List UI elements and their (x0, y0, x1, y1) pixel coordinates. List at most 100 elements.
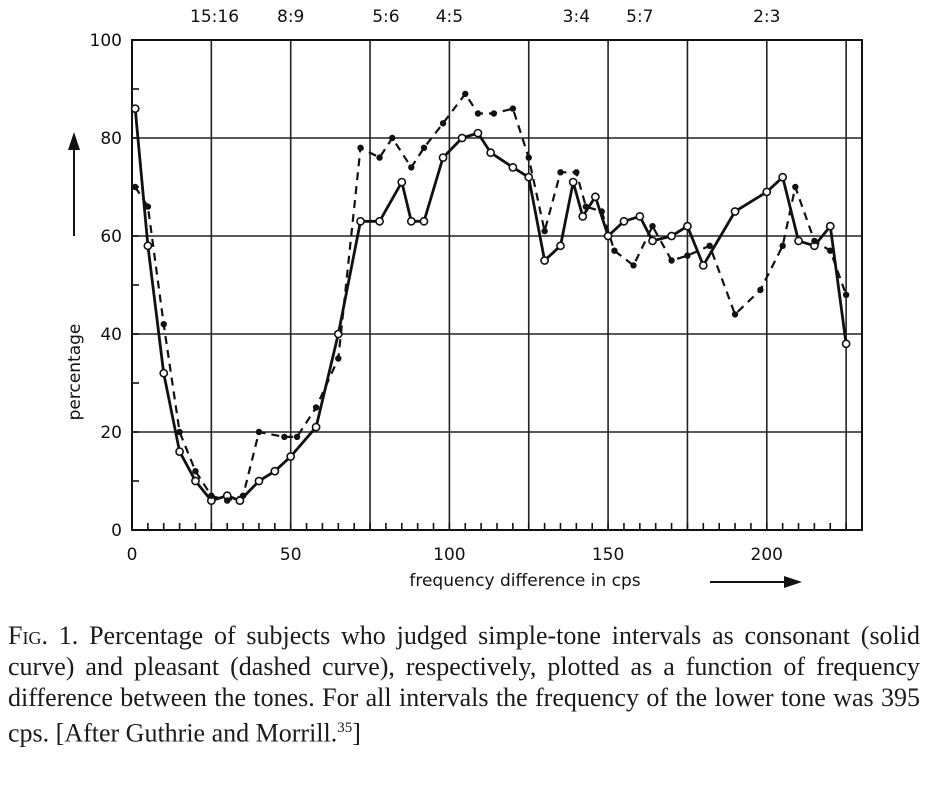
series-pleasant-dashed (131, 90, 850, 504)
x-axis-title: frequency difference in cps (409, 571, 640, 591)
data-point-open (254, 476, 264, 486)
y-tick-label: 0 (111, 521, 122, 541)
data-point-filled (293, 433, 301, 441)
data-point-filled (335, 355, 342, 362)
data-point-open (730, 207, 740, 216)
data-point-filled (474, 110, 482, 117)
series-layer (130, 90, 851, 505)
data-point-filled (557, 169, 564, 176)
data-point-open (311, 422, 321, 432)
chart-figure: 0 50 100 150 200 0 20 40 60 80 100 15:16 8:9 5:6 4:5… (65, 7, 863, 591)
data-point-filled (160, 321, 167, 328)
data-point-filled (144, 203, 152, 210)
y-tick-label: 80 (100, 129, 122, 149)
interval-ratio-labels: 15:16 8:9 5:6 4:5 3:4 5:7 2:3 (190, 7, 780, 27)
x-axis-arrow-icon (710, 576, 802, 588)
data-point-filled (131, 183, 139, 191)
y-axis-title: percentage (65, 324, 85, 421)
data-point-open (619, 216, 629, 226)
caption-close: ] (352, 718, 361, 748)
data-point-filled (779, 242, 786, 249)
data-point-open (175, 447, 185, 456)
caption-reference: 35 (337, 720, 353, 736)
data-point-open (397, 177, 407, 187)
data-point-filled (408, 164, 415, 171)
data-point-open (825, 221, 835, 231)
data-point-filled (630, 262, 637, 269)
data-point-open (698, 260, 708, 270)
data-point-open (508, 162, 518, 172)
data-point-filled (439, 120, 447, 127)
data-point-open (568, 177, 578, 187)
interval-label: 5:6 (372, 7, 399, 27)
data-point-filled (176, 428, 183, 436)
data-point-filled (684, 252, 691, 259)
data-point-open (159, 368, 169, 378)
y-axis-arrow-icon (68, 132, 80, 236)
data-point-filled (611, 247, 618, 254)
data-point-open (556, 241, 565, 251)
data-point-open (356, 216, 365, 226)
interval-label: 4:5 (436, 7, 463, 27)
data-point-filled (827, 247, 834, 254)
data-point-open (578, 211, 588, 221)
data-point-open (486, 148, 496, 158)
data-point-filled (731, 311, 739, 318)
data-point-filled (224, 497, 231, 504)
data-point-filled (757, 286, 764, 294)
data-point-filled (281, 433, 288, 441)
x-tick-label: 50 (280, 545, 302, 565)
data-point-filled (376, 154, 383, 161)
y-tick-label: 60 (100, 227, 122, 247)
y-arrow-head (68, 132, 80, 150)
y-tick-label: 20 (100, 423, 122, 443)
data-point-open (524, 172, 534, 182)
data-point-open (683, 221, 692, 231)
data-point-filled (312, 404, 320, 411)
data-point-open (778, 172, 788, 182)
data-point-open (540, 256, 550, 265)
data-point-filled (541, 227, 548, 235)
y-tick-labels: 0 20 40 60 80 100 (90, 31, 122, 541)
data-point-filled (811, 237, 818, 245)
y-tick-label: 100 (90, 31, 122, 51)
interval-label: 3:4 (563, 7, 590, 27)
x-tick-label: 150 (592, 545, 624, 565)
grid-lines (132, 40, 862, 530)
series-consonant-solid (130, 104, 851, 505)
data-point-filled (389, 134, 396, 142)
interval-label: 5:7 (626, 7, 653, 27)
data-point-open (375, 216, 384, 226)
x-arrow-head (784, 576, 802, 588)
interval-label: 15:16 (190, 7, 239, 27)
data-point-open (762, 187, 772, 197)
data-point-filled (668, 257, 675, 264)
data-point-open (794, 236, 803, 246)
data-point-open (406, 216, 416, 226)
data-point-open (438, 153, 448, 162)
caption-figure-label: Fig. 1. (8, 621, 79, 650)
caption-text: Percentage of subjects who judged simple… (8, 621, 921, 748)
data-point-open (590, 192, 600, 202)
data-point-filled (792, 183, 799, 191)
data-point-filled (239, 492, 247, 499)
data-point-open (667, 231, 676, 241)
data-point-open (130, 104, 140, 113)
data-point-open (419, 216, 429, 226)
x-tick-label: 100 (433, 545, 465, 565)
data-point-open (270, 466, 280, 476)
data-point-filled (192, 468, 199, 475)
data-point-open (841, 339, 851, 349)
data-point-filled (490, 110, 498, 117)
data-point-filled (706, 242, 713, 249)
data-point-open (286, 452, 296, 461)
data-point-filled (573, 169, 580, 176)
data-point-open (473, 128, 483, 138)
interval-label: 8:9 (277, 7, 304, 27)
x-tick-label: 0 (127, 545, 138, 565)
data-point-filled (649, 223, 656, 230)
figure-caption: Fig. 1. Percentage of subjects who judge… (8, 620, 920, 749)
data-point-filled (420, 144, 428, 151)
data-point-filled (582, 203, 590, 210)
data-point-filled (525, 154, 532, 161)
